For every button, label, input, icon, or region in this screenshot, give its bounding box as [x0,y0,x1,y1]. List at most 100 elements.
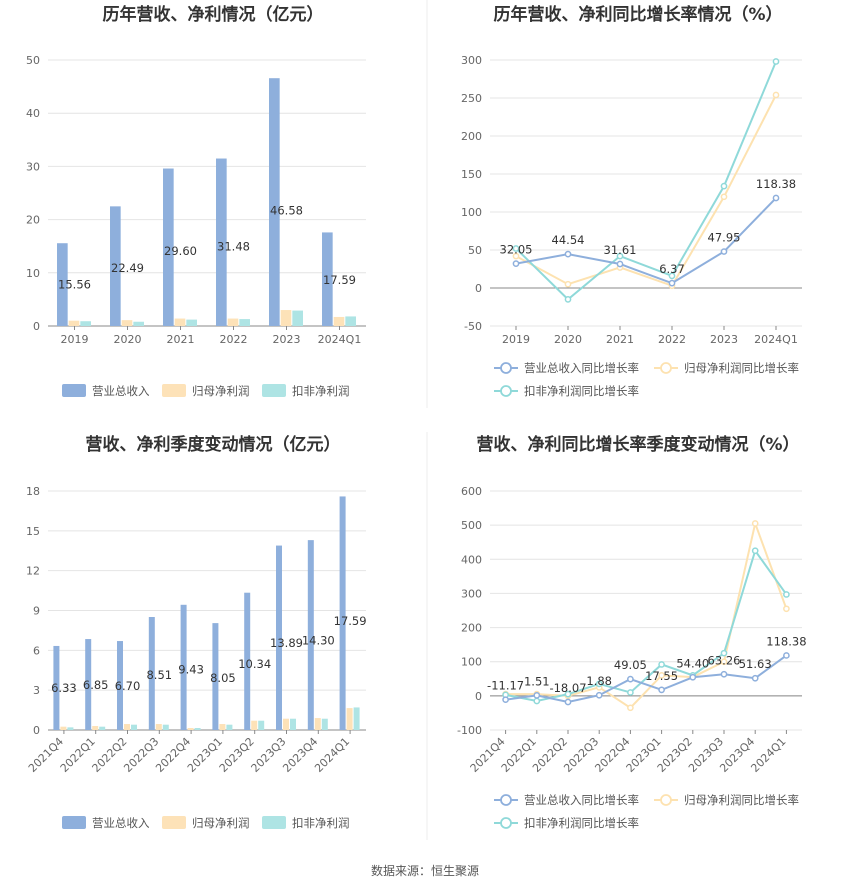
net-profit-growth-point [720,193,728,201]
legend-swatch [162,816,186,829]
legend-label: 营业总收入 [92,384,150,398]
data-label: 8.05 [210,671,236,685]
net-profit-growth-point [512,252,520,260]
deducted-profit-bar [345,316,356,326]
legend-marker [500,817,512,829]
annual-revenue-profit-chart: 历年营收、净利情况（亿元） 0 10 20 30 40 50 15.56 22.49 29.60 3… [26,4,366,398]
deducted-profit-growth-point [720,649,728,657]
legend-swatch [62,816,86,829]
data-label: 31.61 [604,243,637,257]
net-profit-growth-line [515,94,777,287]
x-tick-label: 2023 [710,333,738,346]
net-profit-bar [155,724,162,730]
revenue-growth-point [533,691,541,699]
deducted-profit-growth-line [515,61,777,301]
net-profit-bar [314,718,321,730]
net-profit-bar [346,708,353,730]
y-tick-label: 0 [475,282,482,295]
data-label: 14.30 [302,634,335,648]
deducted-profit-growth-point [564,296,572,303]
deducted-profit-growth-point [616,252,624,260]
deducted-profit-bar [289,718,296,730]
y-tick-label: -50 [464,320,482,333]
y-tick-label: 9 [33,605,40,618]
legend-swatch [262,384,286,397]
net-profit-growth-point [783,605,790,613]
deducted-profit-growth-point [533,697,541,705]
legend-swatch [162,384,186,397]
net-profit-bar [60,726,67,730]
revenue-bar [269,78,280,326]
legend-label: 营业总收入同比增长率 [524,793,639,807]
x-tick-label: 2024Q1 [312,735,352,775]
deducted-profit-growth-point [564,690,572,698]
net-profit-bar [124,724,130,730]
y-tick-label: 30 [26,160,40,173]
chart-title: 营收、净利同比增长率季度变动情况（%） [476,434,799,455]
legend-label: 归母净利润同比增长率 [684,361,799,375]
data-label: 63.26 [708,653,741,667]
net-profit-bar [333,316,345,326]
legend-marker [500,385,512,397]
x-tick-label: 2022 [220,333,248,346]
x-tick-label: 2019 [502,333,530,346]
deducted-profit-growth-point [658,661,665,668]
data-label: 1.88 [586,674,612,688]
net-profit-growth-point [627,704,634,712]
net-profit-growth-line [505,519,788,710]
revenue-growth-line [515,197,777,285]
y-tick-label: 100 [461,656,482,669]
deducted-profit-bar [80,321,91,326]
data-label: 6.33 [51,681,77,695]
quarterly-growth-rate-chart: 营收、净利同比增长率季度变动情况（%） -100 0 100 200 300 400 500 6… [457,434,806,830]
revenue-growth-point [751,674,759,682]
net-profit-bar [92,726,99,730]
data-label: 17.55 [645,669,678,683]
data-label: 6.85 [83,678,109,692]
revenue-bar [307,540,314,730]
revenue-growth-point [668,279,676,287]
data-label: 1.51 [524,674,550,688]
y-tick-label: -100 [457,724,482,737]
revenue-bar [110,206,121,326]
y-tick-label: 3 [33,684,40,697]
deducted-profit-bar [239,319,250,326]
data-label: 118.38 [766,634,806,648]
deducted-profit-growth-point [668,272,676,280]
net-profit-bar [121,320,133,326]
deducted-profit-growth-point [627,689,634,696]
data-label: 31.48 [217,240,250,254]
y-tick-label: 300 [461,587,482,600]
y-tick-label: 6 [33,644,40,657]
y-tick-label: 150 [461,168,482,181]
x-tick-label: 2020 [554,333,582,346]
legend-label: 扣非净利润 [292,816,350,830]
revenue-bar [53,645,60,730]
deducted-profit-bar [292,310,303,326]
data-label: 51.63 [739,657,772,671]
y-tick-label: 12 [26,565,40,578]
deducted-profit-bar [186,319,197,326]
revenue-bar [276,545,283,730]
chart-title: 历年营收、净利同比增长率情况（%） [493,4,782,25]
deducted-profit-bar [162,724,169,730]
x-tick-label: 2022 [658,333,686,346]
legend-label: 扣非净利润 [292,384,350,398]
data-label: 6.70 [115,679,141,693]
y-tick-label: 500 [461,519,482,532]
y-tick-label: 18 [26,485,40,498]
data-label: 54.40 [676,656,709,670]
net-profit-bar [187,728,194,730]
legend-label: 营业总收入同比增长率 [524,361,639,375]
legend-marker [660,362,672,374]
deducted-profit-growth-point [783,591,790,598]
y-tick-label: 0 [475,690,482,703]
data-label: 9.43 [178,663,204,677]
x-tick-label: 2023 [273,333,301,346]
y-tick-label: 50 [26,54,40,67]
revenue-growth-point [689,673,697,681]
deducted-profit-bar [130,724,137,730]
net-profit-bar [219,724,226,730]
revenue-bar [163,168,174,326]
